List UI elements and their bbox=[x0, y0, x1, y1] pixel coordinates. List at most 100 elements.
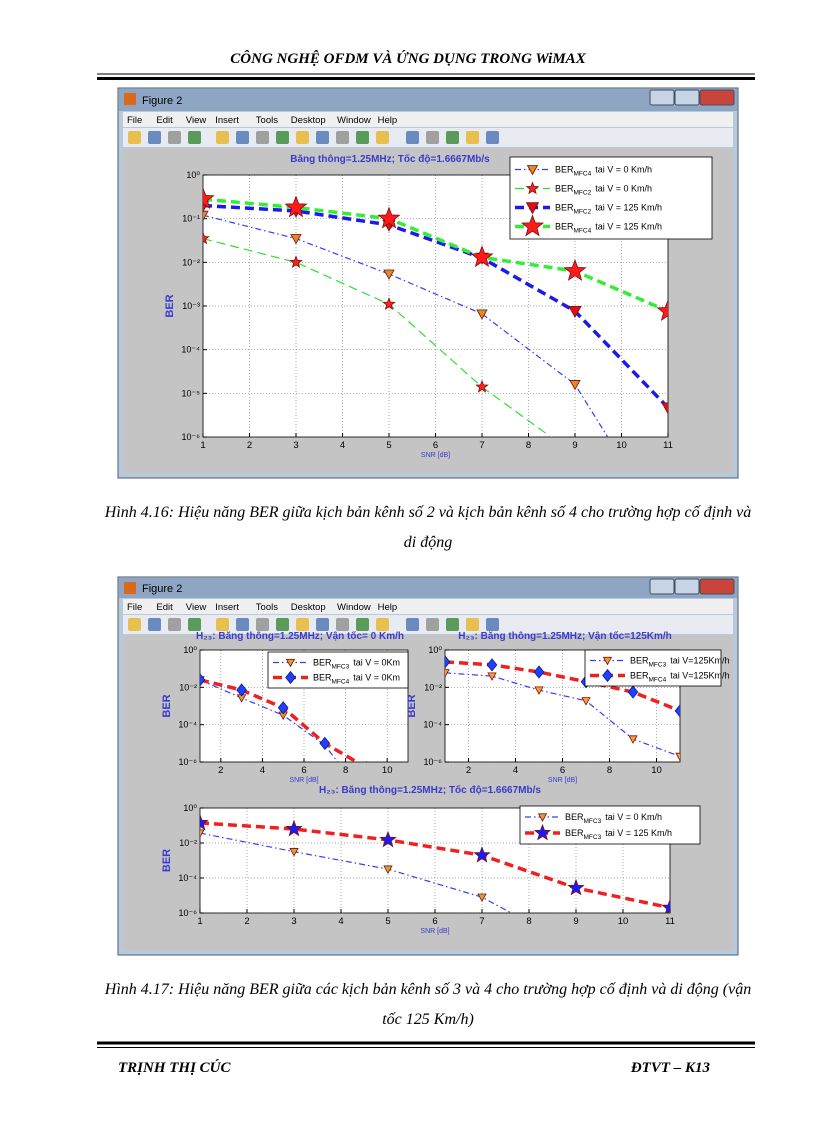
marker bbox=[284, 195, 308, 218]
menu-bar bbox=[123, 599, 733, 614]
tool-icon bbox=[168, 618, 181, 631]
marker bbox=[383, 865, 393, 874]
series-line bbox=[203, 237, 553, 437]
tool-icon bbox=[376, 131, 389, 144]
menu-item: Tools bbox=[256, 115, 278, 126]
marker bbox=[285, 658, 296, 668]
series-line bbox=[200, 821, 670, 910]
legend-name: BER bbox=[630, 656, 649, 666]
menu-item: Help bbox=[378, 602, 398, 613]
marker bbox=[533, 665, 545, 679]
y-tick-label: 10⁻³ bbox=[182, 301, 200, 311]
tool-icon bbox=[236, 618, 249, 631]
marker bbox=[203, 231, 210, 245]
x-tick-label: 8 bbox=[343, 765, 348, 776]
legend-label: BERMFC4 tai V = 0 Km/h bbox=[555, 165, 652, 178]
legend-suffix: tai V=125Km/h bbox=[670, 671, 729, 681]
x-tick-label: 10 bbox=[382, 765, 393, 776]
figure-caption: Hình 4.17: Hiệu năng BER giữa các kịch b… bbox=[104, 981, 752, 1028]
marker bbox=[365, 760, 368, 762]
plot-title: Băng thông=1.25MHz; Tốc độ=1.6667Mb/s bbox=[290, 153, 490, 165]
tool-icon bbox=[356, 618, 369, 631]
marker bbox=[627, 685, 639, 699]
title-bar bbox=[119, 89, 737, 111]
tool-icon bbox=[406, 131, 419, 144]
x-tick-label: 6 bbox=[432, 916, 437, 927]
legend-sub: MFC4 bbox=[574, 171, 592, 178]
legend-label: BERMFC4 tai V=125Km/h bbox=[630, 671, 730, 684]
app-icon bbox=[124, 582, 136, 594]
footer-code: ĐTVT – K13 bbox=[630, 1060, 711, 1076]
x-tick-label: 4 bbox=[513, 765, 518, 776]
x-tick-label: 11 bbox=[663, 440, 673, 451]
legend-sub: MFC4 bbox=[574, 228, 592, 235]
marker bbox=[567, 878, 585, 896]
marker bbox=[568, 306, 582, 319]
window-control bbox=[649, 578, 675, 595]
axes-box bbox=[199, 649, 409, 763]
legend-name: BER bbox=[565, 812, 584, 822]
marker bbox=[533, 823, 552, 841]
y-tick-label: 10⁻⁶ bbox=[179, 757, 198, 767]
legend-sub: MFC4 bbox=[332, 679, 350, 686]
axes-box bbox=[199, 807, 671, 914]
menu-item: Help bbox=[378, 115, 398, 126]
marker bbox=[581, 697, 591, 706]
header-title: CÔNG NGHỆ OFDM VÀ ỨNG DỤNG TRONG WiMAX bbox=[230, 50, 586, 67]
y-tick-label: 10⁻² bbox=[182, 257, 200, 267]
tool-icon bbox=[316, 131, 329, 144]
x-tick-label: 4 bbox=[340, 440, 345, 451]
x-tick-label: 5 bbox=[385, 916, 390, 927]
marker bbox=[285, 670, 296, 685]
y-tick-label: 10⁻¹ bbox=[182, 214, 200, 224]
x-tick-label: 4 bbox=[338, 916, 343, 927]
legend-box bbox=[519, 805, 701, 845]
marker bbox=[289, 848, 299, 857]
tool-icon bbox=[128, 131, 141, 144]
window-title: Figure 2 bbox=[142, 95, 182, 107]
marker bbox=[525, 202, 540, 215]
y-tick-label: 10⁻⁶ bbox=[179, 908, 198, 918]
x-axis-label: SNR [dB] bbox=[289, 777, 318, 784]
tool-icon bbox=[466, 618, 479, 631]
series-group bbox=[445, 655, 680, 762]
window-control bbox=[699, 578, 735, 595]
marker bbox=[200, 829, 205, 838]
legend-suffix: tai V = 0Km bbox=[353, 673, 400, 683]
tool-icon bbox=[276, 131, 289, 144]
marker bbox=[628, 735, 638, 744]
tool-icon bbox=[148, 131, 161, 144]
plot-title: H₂₃: Băng thông=1.25MHz; Vận tốc=125Km/h bbox=[458, 630, 672, 642]
window-control bbox=[649, 89, 675, 106]
tool-icon bbox=[188, 618, 201, 631]
legend-name: BER bbox=[565, 828, 584, 838]
legend-suffix: tai V = 0 Km/h bbox=[605, 812, 662, 822]
x-tick-label: 6 bbox=[560, 765, 565, 776]
legend-label: BERMFC3 tai V = 0 Km/h bbox=[565, 812, 662, 825]
marker bbox=[477, 893, 487, 903]
legend-suffix: tai V = 125 Km/h bbox=[595, 222, 662, 232]
marker bbox=[203, 210, 209, 222]
legend-label: BERMFC4 tai V = 0Km bbox=[313, 673, 400, 686]
marker bbox=[379, 830, 397, 848]
tool-icon bbox=[276, 618, 289, 631]
x-tick-label: 10 bbox=[616, 440, 627, 451]
window-control bbox=[699, 89, 735, 106]
marker bbox=[200, 813, 209, 831]
legend-sub: MFC2 bbox=[574, 190, 592, 197]
x-tick-label: 10 bbox=[618, 916, 629, 927]
marker bbox=[377, 206, 401, 229]
tool-icon bbox=[216, 131, 229, 144]
tool-icon bbox=[256, 131, 269, 144]
x-axis-label: SNR [dB] bbox=[548, 777, 577, 784]
marker bbox=[486, 658, 498, 672]
series-line bbox=[203, 197, 668, 313]
menu-item: Tools bbox=[256, 602, 278, 613]
marker bbox=[289, 255, 303, 269]
y-tick-label: 10⁻⁵ bbox=[182, 388, 201, 398]
x-tick-label: 11 bbox=[665, 916, 675, 927]
menu-item: Edit bbox=[156, 115, 173, 126]
x-tick-label: 1 bbox=[200, 440, 205, 451]
legend-label: BERMFC3 tai V = 0Km bbox=[313, 658, 400, 671]
